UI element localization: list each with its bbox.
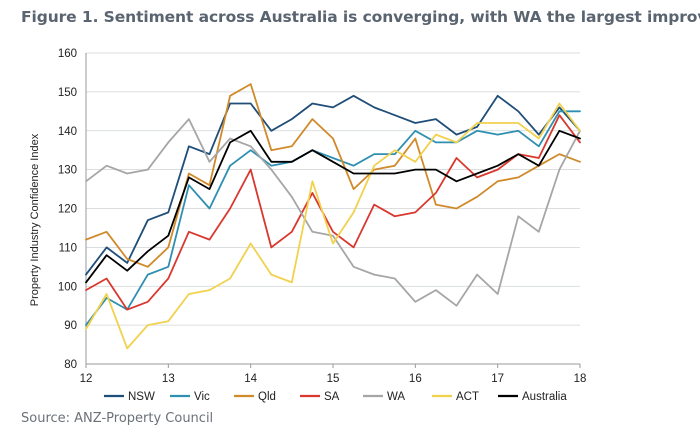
series-lines [85,83,581,350]
series-line-nsw [85,94,581,276]
legend-label: ACT [456,391,479,403]
y-tick-label: 110 [59,242,77,254]
y-tick-label: 120 [58,204,77,216]
legend-label: SA [324,391,340,403]
y-tick-label: 100 [58,281,77,293]
gridlines [86,52,580,326]
x-tick-label: 14 [244,373,257,385]
legend-label: Qld [258,391,276,403]
y-tick-label: 160 [58,48,77,60]
series-line-australia [85,129,581,284]
series-line-sa [85,114,581,311]
series-line-vic [85,110,581,327]
legend-label: Vic [194,391,210,403]
axes [85,53,581,368]
legend-item-act: ACT [432,391,479,403]
legend-item-australia: Australia [498,391,567,403]
y-tick-label: 90 [64,320,77,332]
x-tick-label: 15 [327,373,340,385]
y-tick-label: 80 [64,359,77,371]
legend-label: Australia [522,391,567,403]
y-tick-label: 130 [58,165,77,177]
y-axis-label: Property Industry Confidence Index [29,133,41,306]
legend-label: NSW [128,391,155,403]
legend: NSW Vic Qld SA WA ACT Australia [104,391,567,403]
legend-item-nsw: NSW [104,391,155,403]
legend-label: WA [387,391,405,403]
x-tick-labels: 12 13 14 15 16 17 18 [80,373,587,385]
x-tick-label: 18 [574,373,587,385]
x-tick-label: 13 [162,373,175,385]
legend-item-wa: WA [363,391,405,403]
x-tick-label: 17 [491,373,504,385]
legend-item-sa: SA [300,391,340,403]
legend-item-qld: Qld [234,391,276,403]
series-line-act [85,102,581,350]
source-note: Source: ANZ-Property Council [21,411,214,426]
x-tick-label: 12 [80,373,93,385]
legend-item-vic: Vic [170,391,210,403]
x-tick-label: 16 [409,373,422,385]
chart-title: Figure 1. Sentiment across Australia is … [21,8,700,26]
series-line-wa [85,118,581,307]
series-line-qld [85,83,581,268]
y-tick-label: 140 [58,126,77,138]
y-tick-label: 150 [58,87,77,99]
y-tick-labels: 80 90 100 110 120 130 140 150 160 [58,48,77,371]
